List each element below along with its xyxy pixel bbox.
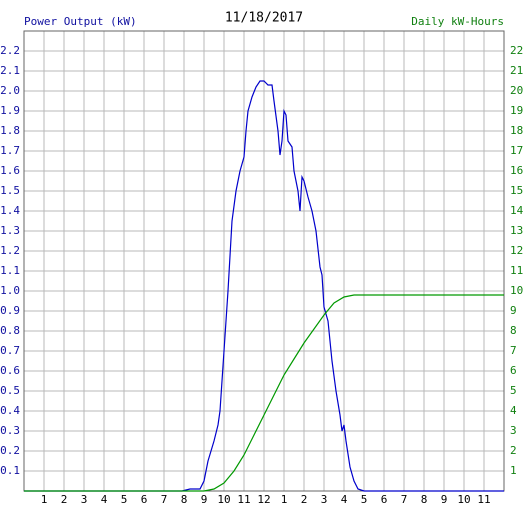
- y2-tick-label: 4: [510, 404, 517, 417]
- y2-tick-label: 19: [510, 104, 523, 117]
- y-tick-label: 0.7: [0, 344, 20, 357]
- x-tick-label: 4: [341, 493, 348, 506]
- y-tick-label: 0.9: [0, 304, 20, 317]
- y-tick-label: 0.2: [0, 444, 20, 457]
- y2-tick-label: 7: [510, 344, 517, 357]
- y2-tick-label: 21: [510, 64, 523, 77]
- y2-tick-label: 8: [510, 324, 517, 337]
- line-series: [24, 294, 504, 492]
- x-tick-label: 4: [101, 493, 108, 506]
- y2-tick-label: 12: [510, 244, 523, 257]
- y-axis-label: Power Output (kW): [24, 15, 137, 28]
- line-series: [24, 80, 504, 492]
- plot-frame: [23, 30, 505, 492]
- y2-tick-label: 14: [510, 204, 524, 217]
- x-tick-label: 8: [181, 493, 188, 506]
- y2-tick-label: 2: [510, 444, 517, 457]
- y2-tick-label: 13: [510, 224, 523, 237]
- y-tick-label: 1.9: [0, 104, 20, 117]
- y2-tick-label: 20: [510, 84, 523, 97]
- y-tick-label: 1.3: [0, 224, 20, 237]
- y2-tick-label: 11: [510, 264, 523, 277]
- y-tick-label: 0.8: [0, 324, 20, 337]
- x-tick-label: 10: [457, 493, 470, 506]
- x-tick-label: 2: [301, 493, 308, 506]
- x-tick-label: 5: [361, 493, 368, 506]
- y-tick-label: 1.5: [0, 184, 20, 197]
- y2-tick-label: 15: [510, 184, 523, 197]
- x-tick-label: 6: [141, 493, 148, 506]
- x-tick-label: 1: [281, 493, 288, 506]
- y-tick-label: 0.5: [0, 384, 20, 397]
- x-tick-label: 3: [321, 493, 328, 506]
- x-tick-label: 11: [477, 493, 490, 506]
- y-tick-label: 1.7: [0, 144, 20, 157]
- x-tick-label: 9: [441, 493, 448, 506]
- y-tick-label: 0.3: [0, 424, 20, 437]
- y-tick-label: 2.0: [0, 84, 20, 97]
- x-tick-label: 11: [237, 493, 250, 506]
- y2-tick-label: 6: [510, 364, 517, 377]
- y2-tick-label: 17: [510, 144, 523, 157]
- x-tick-label: 7: [161, 493, 168, 506]
- x-tick-label: 9: [201, 493, 208, 506]
- y2-tick-label: 5: [510, 384, 517, 397]
- x-tick-label: 3: [81, 493, 88, 506]
- x-tick-label: 1: [41, 493, 48, 506]
- y2-tick-label: 18: [510, 124, 523, 137]
- y-tick-label: 0.1: [0, 464, 20, 477]
- y-tick-label: 1.8: [0, 124, 20, 137]
- x-tick-label: 7: [401, 493, 408, 506]
- x-tick-label: 10: [217, 493, 230, 506]
- y2-tick-label: 16: [510, 164, 523, 177]
- y-tick-label: 2.1: [0, 64, 20, 77]
- x-tick-label: 6: [381, 493, 388, 506]
- y-tick-label: 0.4: [0, 404, 20, 417]
- y2-tick-label: 10: [510, 284, 523, 297]
- y-tick-label: 1.6: [0, 164, 20, 177]
- y-tick-label: 0.6: [0, 364, 20, 377]
- y-tick-label: 1.2: [0, 244, 20, 257]
- y2-tick-label: 22: [510, 44, 523, 57]
- y-tick-label: 1.0: [0, 284, 20, 297]
- y2-tick-label: 9: [510, 304, 517, 317]
- y-tick-label: 1.1: [0, 264, 20, 277]
- x-tick-label: 8: [421, 493, 428, 506]
- x-tick-label: 2: [61, 493, 68, 506]
- x-tick-label: 5: [121, 493, 128, 506]
- y2-tick-label: 3: [510, 424, 517, 437]
- x-tick-label: 12: [257, 493, 270, 506]
- y2-tick-label: 1: [510, 464, 517, 477]
- chart-title: 11/18/2017: [225, 11, 303, 26]
- y-tick-label: 1.4: [0, 204, 20, 217]
- y-tick-label: 2.2: [0, 44, 20, 57]
- y2-axis-label: Daily kW-Hours: [411, 15, 504, 28]
